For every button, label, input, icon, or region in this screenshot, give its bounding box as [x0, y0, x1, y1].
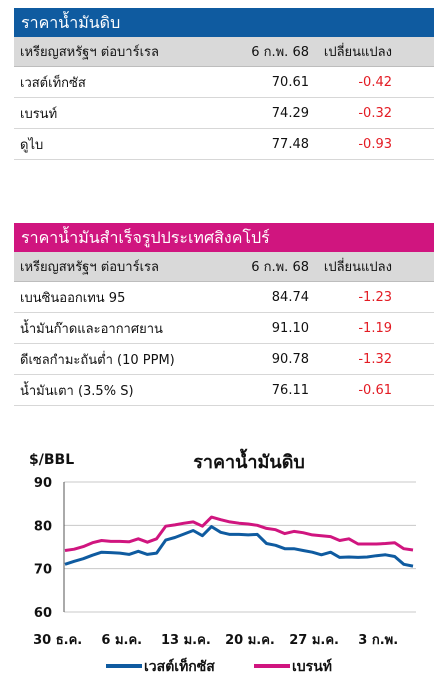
column-header-change: เปลี่ยนแปลง — [323, 45, 392, 60]
crude-price-chart: $/BBL ราคาน้ำมันดิบ 60 70 80 90 30 ธ.ค. 6 ม.… — [14, 446, 434, 682]
product-name: น้ำมันก๊าดและอากาศยาน — [20, 321, 163, 337]
x-tick-label: 6 ม.ค. — [101, 633, 142, 648]
y-tick-label: 80 — [34, 519, 52, 534]
column-header-change: เปลี่ยนแปลง — [323, 260, 392, 275]
x-tick-label: 27 ม.ค. — [289, 633, 339, 648]
refined-price-title: ราคาน้ำมันสำเร็จรูปประเทศสิงคโปร์ — [14, 223, 434, 252]
y-tick-label: 60 — [34, 606, 52, 621]
oil-name: เวสต์เท็กซัส — [20, 75, 86, 91]
x-tick-label: 20 ม.ค. — [225, 633, 275, 648]
series-line — [64, 525, 414, 568]
oil-change: -0.32 — [358, 105, 392, 121]
product-change: -1.19 — [358, 320, 392, 336]
oil-name: ดูไบ — [20, 137, 44, 153]
crude-header-row: เหรียญสหรัฐฯ ต่อบาร์เรล 6 ก.พ. 68 เปลี่ย… — [14, 37, 434, 67]
column-header-unit: เหรียญสหรัฐฯ ต่อบาร์เรล — [20, 45, 159, 60]
column-header-date: 6 ก.พ. 68 — [251, 45, 309, 60]
table-row: เบนซินออกเทน 95 84.74 -1.23 — [14, 282, 434, 313]
oil-name: เบรนท์ — [20, 106, 58, 122]
table-row: ดูไบ 77.48 -0.93 — [14, 129, 434, 160]
legend-label: เบรนท์ — [292, 658, 332, 675]
table-row: น้ำมันก๊าดและอากาศยาน 91.10 -1.19 — [14, 313, 434, 344]
oil-change: -0.93 — [358, 136, 392, 152]
product-price: 76.11 — [271, 382, 309, 398]
product-price: 91.10 — [271, 320, 309, 336]
chart-legend: เวสต์เท็กซัส เบรนท์ — [106, 657, 332, 675]
product-name: เบนซินออกเทน 95 — [20, 290, 126, 306]
oil-change: -0.42 — [358, 74, 392, 90]
product-name: ดีเซลกำมะถันต่ำ (10 PPM) — [20, 352, 175, 368]
crude-price-table: ราคาน้ำมันดิบ เหรียญสหรัฐฯ ต่อบาร์เรล 6 … — [14, 8, 434, 160]
x-tick-label: 13 ม.ค. — [161, 633, 211, 648]
series-line — [64, 515, 414, 552]
product-change: -1.23 — [358, 289, 392, 305]
x-tick-label: 3 ก.พ. — [358, 633, 398, 648]
table-row: เวสต์เท็กซัส 70.61 -0.42 — [14, 67, 434, 98]
refined-price-table: ราคาน้ำมันสำเร็จรูปประเทศสิงคโปร์ เหรียญ… — [14, 223, 434, 406]
y-axis-ticks: 60 70 80 90 — [34, 476, 52, 621]
oil-price: 74.29 — [271, 105, 309, 121]
legend-label: เวสต์เท็กซัส — [144, 657, 215, 675]
column-header-unit: เหรียญสหรัฐฯ ต่อบาร์เรล — [20, 260, 159, 275]
refined-header-row: เหรียญสหรัฐฯ ต่อบาร์เรล 6 ก.พ. 68 เปลี่ย… — [14, 252, 434, 282]
column-header-date: 6 ก.พ. 68 — [251, 260, 309, 275]
y-axis-label: $/BBL — [29, 452, 74, 468]
table-row: เบรนท์ 74.29 -0.32 — [14, 98, 434, 129]
chart-svg: $/BBL ราคาน้ำมันดิบ 60 70 80 90 30 ธ.ค. 6 ม.… — [29, 448, 416, 675]
product-change: -1.32 — [358, 351, 392, 367]
x-axis-ticks: 30 ธ.ค. 6 ม.ค. 13 ม.ค. 20 ม.ค. 27 ม.ค. 3 ก.พ. — [33, 633, 398, 648]
product-change: -0.61 — [358, 382, 392, 398]
table-row: น้ำมันเตา (3.5% S) 76.11 -0.61 — [14, 375, 434, 406]
product-name: น้ำมันเตา (3.5% S) — [20, 383, 134, 399]
y-tick-label: 70 — [34, 563, 52, 578]
chart-lines — [64, 515, 414, 568]
chart-grid — [63, 481, 416, 613]
product-price: 90.78 — [271, 351, 309, 367]
oil-price: 77.48 — [271, 136, 309, 152]
crude-price-title: ราคาน้ำมันดิบ — [14, 8, 434, 37]
oil-price: 70.61 — [271, 74, 309, 90]
chart-title: ราคาน้ำมันดิบ — [193, 448, 305, 473]
product-price: 84.74 — [271, 289, 309, 305]
y-tick-label: 90 — [34, 476, 52, 491]
table-row: ดีเซลกำมะถันต่ำ (10 PPM) 90.78 -1.32 — [14, 344, 434, 375]
x-tick-label: 30 ธ.ค. — [33, 633, 82, 648]
